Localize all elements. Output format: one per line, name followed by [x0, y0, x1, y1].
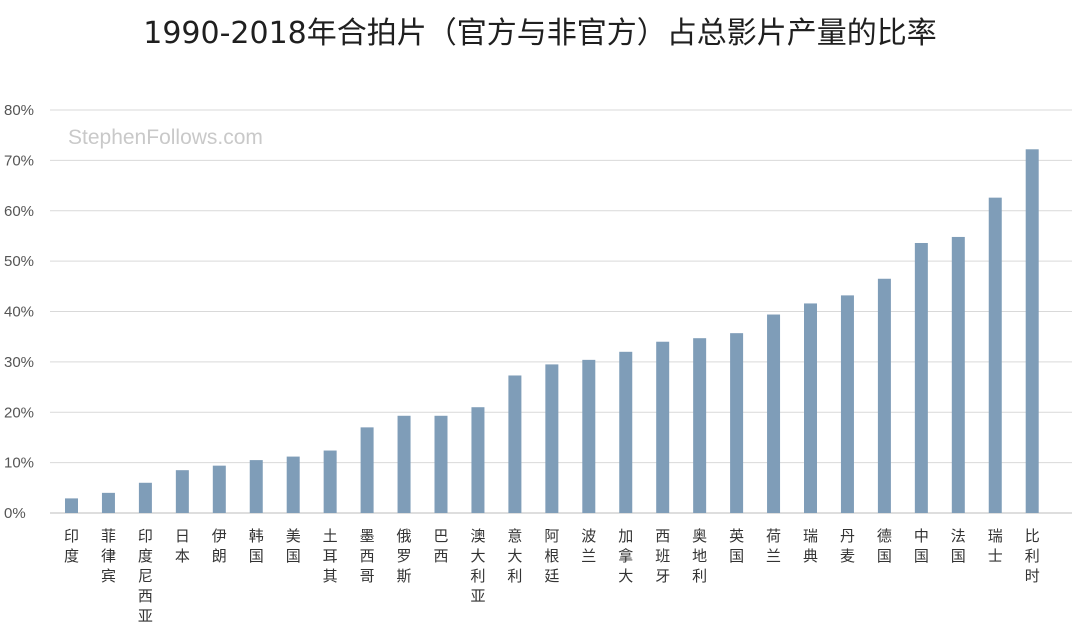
y-axis-ticks: 0% 10% 20% 30% 40% 50% 60% 70% 80% — [4, 102, 34, 522]
bar-巴西 — [434, 415, 448, 513]
bar-瑞典 — [804, 303, 817, 513]
bar-丹麦 — [840, 295, 854, 513]
x-tick-label: 荷兰 — [766, 527, 781, 565]
bar-韩国 — [249, 460, 263, 513]
y-tick-label: 80% — [4, 102, 34, 119]
x-tick-label: 法国 — [951, 527, 966, 565]
x-tick-label: 瑞典 — [803, 527, 818, 565]
x-tick-label: 比利时 — [1025, 527, 1040, 585]
bar-印度尼西亚 — [138, 482, 152, 513]
x-tick-label: 韩国 — [249, 527, 264, 565]
y-tick-label: 10% — [4, 455, 34, 472]
bar-西班牙 — [656, 341, 670, 513]
bar-荷兰 — [767, 314, 781, 513]
bar-伊朗 — [212, 465, 226, 513]
bar-英国 — [730, 333, 744, 513]
y-tick-label: 40% — [4, 304, 34, 321]
bar-德国 — [877, 278, 891, 513]
x-tick-label: 日本 — [175, 527, 190, 565]
x-tick-label: 加拿大 — [618, 527, 633, 585]
bar-印度 — [65, 498, 78, 513]
x-tick-label: 意大利 — [507, 527, 522, 585]
y-tick-label: 70% — [4, 152, 34, 169]
x-tick-label: 德国 — [877, 527, 892, 565]
x-tick-label: 印度尼西亚 — [138, 527, 153, 625]
x-tick-label: 巴西 — [433, 527, 448, 565]
x-tick-label: 伊朗 — [212, 527, 227, 565]
x-tick-label: 印度 — [64, 527, 79, 565]
bar-加拿大 — [619, 351, 633, 513]
y-tick-label: 30% — [4, 354, 34, 371]
chart-title: 1990-2018年合拍片（官方与非官方）占总影片产量的比率 — [143, 16, 937, 51]
watermark: StephenFollows.com — [68, 126, 263, 149]
bar-土耳其 — [323, 450, 337, 513]
x-tick-label: 丹麦 — [840, 527, 855, 565]
x-tick-label: 英国 — [729, 527, 744, 565]
bar-墨西哥 — [360, 427, 374, 513]
bar-波兰 — [582, 359, 596, 513]
bar-法国 — [951, 236, 965, 513]
x-tick-label: 中国 — [914, 527, 929, 565]
bar-意大利 — [508, 375, 522, 513]
y-tick-label: 60% — [4, 203, 34, 220]
x-tick-label: 菲律宾 — [101, 527, 116, 585]
bar-比利时 — [1025, 149, 1039, 514]
y-tick-label: 50% — [4, 253, 34, 270]
bar-美国 — [286, 456, 300, 513]
bar-澳大利亚 — [471, 407, 485, 513]
x-tick-label: 西班牙 — [655, 527, 670, 585]
x-tick-label: 瑞士 — [988, 527, 1003, 565]
x-tick-label: 波兰 — [581, 527, 596, 565]
bar-菲律宾 — [101, 492, 115, 513]
x-tick-label: 阿根廷 — [544, 527, 559, 585]
bar-俄罗斯 — [397, 415, 411, 513]
x-tick-label: 澳大利亚 — [470, 527, 485, 605]
bar-日本 — [175, 470, 189, 513]
x-tick-label: 俄罗斯 — [397, 527, 412, 585]
y-tick-label: 20% — [4, 404, 34, 421]
bars — [65, 149, 1039, 514]
bar-阿根廷 — [545, 364, 559, 513]
bar-奥地利 — [693, 338, 707, 513]
y-tick-label: 0% — [4, 505, 26, 522]
x-tick-label: 奥地利 — [692, 527, 707, 585]
bar-瑞士 — [988, 197, 1002, 513]
x-tick-label: 美国 — [286, 527, 301, 565]
x-tick-label: 土耳其 — [323, 527, 338, 585]
bar-中国 — [914, 242, 928, 514]
x-tick-label: 墨西哥 — [360, 527, 375, 585]
